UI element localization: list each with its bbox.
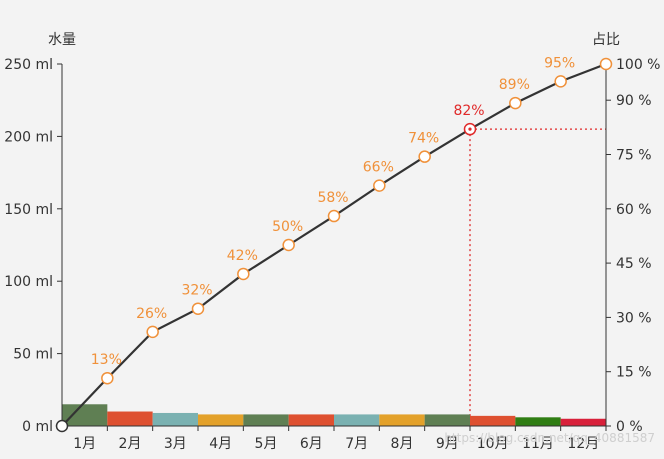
cumulative-line (61, 62, 607, 427)
data-label-4: 42% (227, 248, 258, 264)
bar-6 (288, 414, 334, 426)
data-label-2: 26% (136, 306, 167, 322)
reference-lines (469, 128, 606, 426)
y-left-tick-label: 200 ml (4, 129, 53, 145)
cumulative-point-10 (509, 96, 522, 110)
cumulative-point-7 (373, 179, 386, 192)
cumulative-point-3 (191, 302, 205, 315)
y-right-tick-label: 75 % (616, 148, 652, 164)
x-tick-label: 2月 (119, 436, 142, 452)
data-label-9: 82% (453, 103, 484, 119)
bar-11 (515, 417, 561, 426)
cumulative-point-1 (101, 371, 114, 385)
cumulative-point-12 (599, 57, 613, 71)
point-labels: 13% 26% 32% 42% 50% 58% 66% 74% 82% 89% 95% (91, 55, 575, 368)
data-label-5: 50% (272, 219, 303, 235)
y-axis-right-title: 占比 (592, 32, 620, 48)
data-label-7: 66% (363, 160, 394, 176)
y-right-tick-label: 60 % (616, 202, 652, 218)
x-tick-label: 8月 (391, 436, 414, 452)
x-tick-label: 4月 (209, 436, 232, 452)
bar-10 (470, 415, 516, 426)
y-left-tick-label: 100 ml (4, 274, 53, 290)
cumulative-point-11 (554, 75, 567, 88)
bar-4 (198, 414, 244, 426)
data-label-6: 58% (317, 190, 348, 206)
cumulative-point-0 (55, 419, 69, 433)
cumulative-points (55, 57, 613, 433)
x-tick-label: 6月 (300, 436, 323, 452)
bar-5 (243, 414, 289, 426)
y-axis-left-title: 水量 (48, 32, 76, 48)
cumulative-point-highlight-dot (468, 127, 472, 131)
cumulative-point-2 (146, 325, 159, 339)
data-label-11: 95% (544, 55, 575, 71)
x-tick-label: 9月 (436, 436, 459, 452)
x-tick-label: 7月 (345, 436, 368, 452)
bar-series (62, 404, 606, 426)
y-left-tick-label: 50 ml (13, 347, 53, 363)
y-right-tick-label: 15 % (616, 365, 652, 381)
y-right-tick-label: 100 % (616, 57, 660, 73)
y-right-tick-label: 30 % (616, 310, 652, 326)
y-right-tick-label: 0 % (616, 419, 643, 435)
watermark: https://blog.csdn.net/qq_40881587 (444, 431, 655, 445)
cumulative-point-4 (237, 267, 250, 281)
x-tick-label: 1月 (73, 436, 96, 452)
cumulative-point-8 (418, 150, 431, 163)
bar-12 (560, 418, 606, 426)
data-label-1: 13% (91, 352, 122, 368)
axes: 0 ml 50 ml 100 ml 150 ml 200 ml 250 ml 0 % 15 %… (4, 57, 660, 452)
cumulative-point-5 (282, 238, 295, 252)
bar-8 (379, 414, 425, 426)
bar-1 (62, 404, 108, 426)
x-tick-label: 12月 (567, 436, 599, 452)
x-tick-label: 10月 (477, 436, 509, 452)
y-left-tick-label: 0 ml (22, 419, 53, 435)
x-tick-label: 3月 (164, 436, 187, 452)
y-right-tick-label: 90 % (616, 93, 652, 109)
data-label-10: 89% (499, 77, 530, 93)
bar-3 (152, 412, 198, 426)
data-label-8: 74% (408, 131, 439, 147)
y-left-tick-label: 250 ml (4, 57, 53, 73)
cumulative-point-6 (327, 209, 341, 223)
cumulative-line-path (61, 62, 607, 427)
y-right-tick-label: 45 % (616, 256, 652, 272)
data-label-3: 32% (181, 283, 212, 299)
bar-2 (107, 411, 153, 426)
bar-9 (424, 414, 470, 426)
x-tick-label: 5月 (255, 436, 278, 452)
x-tick-label: 11月 (522, 436, 554, 452)
y-left-tick-label: 150 ml (4, 202, 53, 218)
bar-7 (334, 414, 380, 426)
